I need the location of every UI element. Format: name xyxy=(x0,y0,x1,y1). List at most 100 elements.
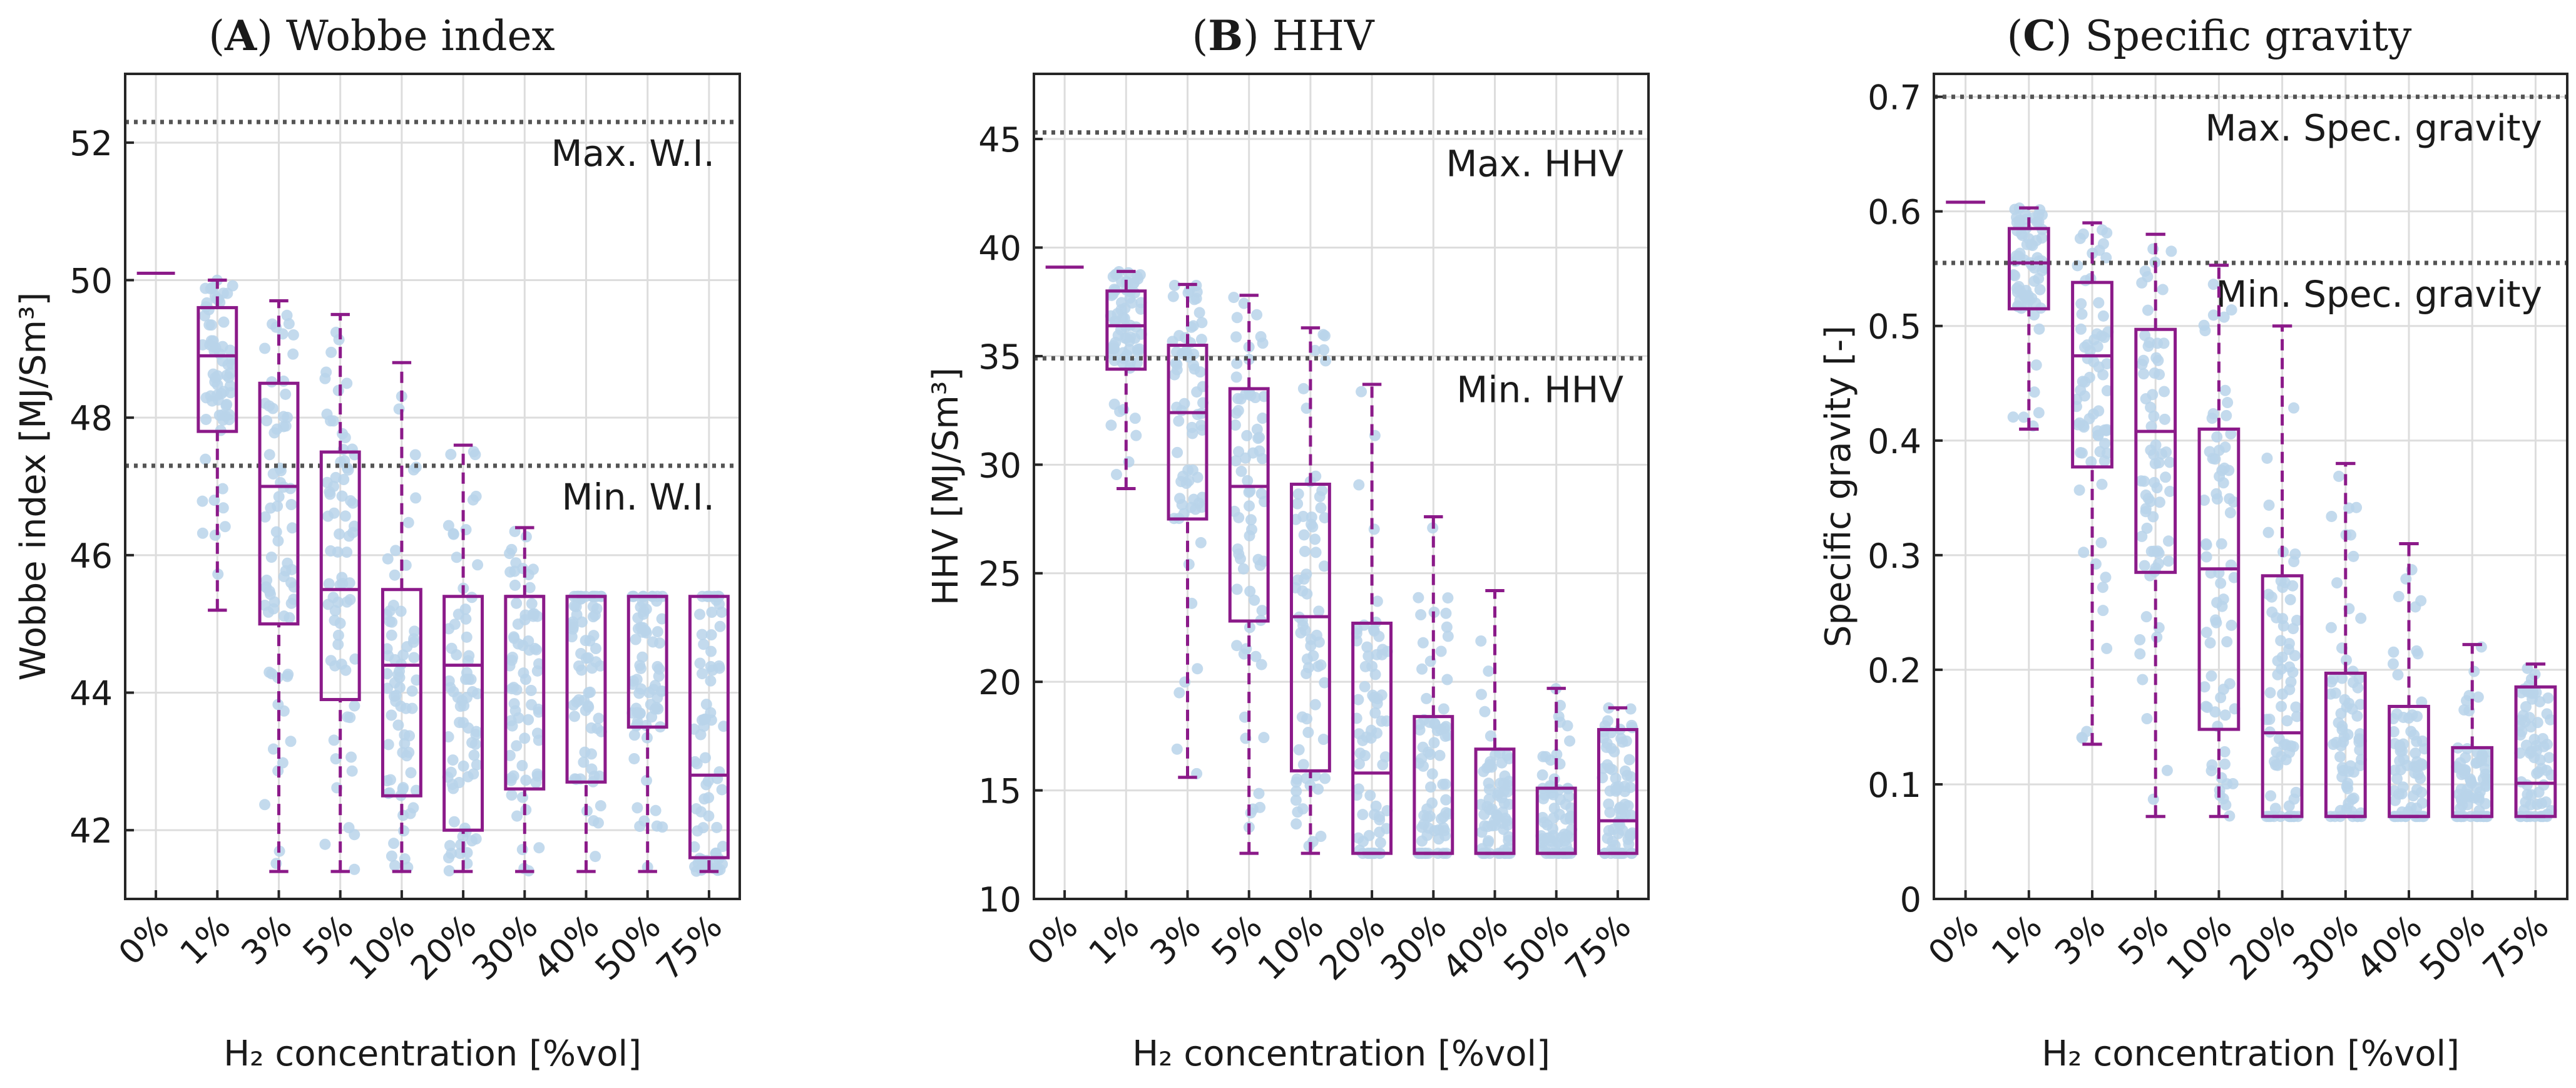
scatter-point xyxy=(2018,411,2030,423)
scatter-point xyxy=(2152,354,2164,366)
scatter-point xyxy=(472,559,484,571)
scatter-point xyxy=(2461,695,2473,707)
scatter-point xyxy=(1230,455,1242,467)
scatter-point xyxy=(2158,337,2170,349)
scatter-point xyxy=(1545,754,1556,766)
scatter-point xyxy=(2265,790,2277,802)
scatter-point xyxy=(1292,806,1304,818)
scatter-point xyxy=(1297,382,1309,394)
box-iqr xyxy=(1167,344,1209,521)
scatter-point xyxy=(651,820,663,832)
scatter-point xyxy=(2200,539,2212,551)
y-axis-label: HHV [MJ/Sm³] xyxy=(926,367,966,605)
scatter-point xyxy=(2523,712,2535,724)
y-tick-label: 15 xyxy=(978,772,1021,811)
scatter-point xyxy=(1292,498,1304,510)
scatter-point xyxy=(1547,823,1559,834)
scatter-point xyxy=(278,705,290,717)
scatter-point xyxy=(1256,605,1268,617)
scatter-point xyxy=(1123,344,1135,356)
scatter-point xyxy=(263,449,275,461)
scatter-point xyxy=(410,784,422,796)
scatter-point xyxy=(343,822,355,834)
scatter-point xyxy=(319,372,331,384)
scatter-point xyxy=(1314,491,1326,503)
x-axis-label: H₂ concentration [%vol] xyxy=(1132,1034,1550,1074)
scatter-point xyxy=(323,578,335,590)
scatter-point xyxy=(1357,836,1369,848)
scatter-point xyxy=(2528,734,2540,746)
scatter-point xyxy=(2397,738,2409,750)
scatter-point xyxy=(1359,750,1371,762)
y-tick-label: 0.6 xyxy=(1868,193,1921,232)
scatter-point xyxy=(1192,663,1204,675)
scatter-point xyxy=(2093,361,2105,373)
scatter-point xyxy=(1502,819,1514,831)
x-axis-label: H₂ concentration [%vol] xyxy=(2042,1034,2460,1074)
scatter-point xyxy=(407,802,419,814)
scatter-point xyxy=(527,563,539,575)
scatter-point xyxy=(2388,726,2400,737)
scatter-point xyxy=(2279,739,2291,751)
scatter-point xyxy=(530,777,542,789)
scatter-point xyxy=(1168,369,1180,381)
scatter-point xyxy=(588,815,600,827)
scatter-point xyxy=(695,806,707,818)
scatter-point xyxy=(1438,822,1449,834)
scatter-point xyxy=(716,606,728,618)
scatter-point xyxy=(1298,573,1310,585)
scatter-point xyxy=(469,738,481,750)
scatter-point xyxy=(519,732,531,744)
scatter-point xyxy=(695,729,707,741)
scatter-point xyxy=(696,668,708,680)
y-ticks: 0 0.1 0.2 0.3 0.4 0.5 0.6 0.7 xyxy=(1868,78,1943,920)
scatter-point xyxy=(2324,688,2336,700)
scatter-point xyxy=(451,649,463,660)
scatter-point xyxy=(1238,297,1250,309)
scatter-point xyxy=(2164,456,2175,468)
scatter-point xyxy=(2101,385,2113,397)
scatter-point xyxy=(650,804,662,816)
scatter-point xyxy=(1602,715,1613,727)
scatter-point xyxy=(1185,501,1197,513)
scatter-point xyxy=(1174,493,1186,505)
scatter-point xyxy=(566,631,578,643)
scatter-point xyxy=(1623,754,1635,766)
scatter-point xyxy=(392,669,404,680)
scatter-point xyxy=(1429,825,1441,837)
scatter-point xyxy=(263,585,275,597)
box-iqr xyxy=(2071,280,2113,469)
box-30pct xyxy=(1413,515,1454,855)
scatter-point xyxy=(1191,386,1203,398)
scatter-point xyxy=(205,335,217,347)
box-1pct xyxy=(2007,206,2050,431)
scatter-point xyxy=(713,660,725,672)
scatter-point xyxy=(1231,357,1243,369)
scatter-point xyxy=(2532,717,2543,729)
threshold-label: Min. Spec. gravity xyxy=(2216,273,2542,316)
scatter-point xyxy=(1503,752,1515,764)
scatter-point xyxy=(1442,630,1454,642)
scatter-point xyxy=(2097,605,2109,617)
scatter-point xyxy=(1235,465,1247,477)
scatter-point xyxy=(388,838,400,849)
scatter-point xyxy=(519,674,531,685)
box-20pct xyxy=(1351,382,1393,855)
scatter-point xyxy=(197,527,208,539)
scatter-point xyxy=(2028,309,2040,321)
scatter-point xyxy=(1178,398,1190,409)
x-tick-label: 1% xyxy=(1081,907,1147,973)
scatter-point xyxy=(2523,679,2535,691)
scatter-point xyxy=(1415,609,1427,621)
scatter-point xyxy=(284,612,295,624)
scatter-point xyxy=(334,617,346,629)
scatter-point xyxy=(650,702,662,714)
scatter-point xyxy=(2138,368,2150,380)
scatter-point xyxy=(714,620,726,632)
scatter-point xyxy=(717,841,728,853)
scatter-point xyxy=(2081,726,2093,737)
scatter-point xyxy=(337,428,349,439)
scatter-point xyxy=(2219,758,2231,770)
scatter-point xyxy=(277,411,289,423)
scatter-point xyxy=(2415,786,2427,798)
